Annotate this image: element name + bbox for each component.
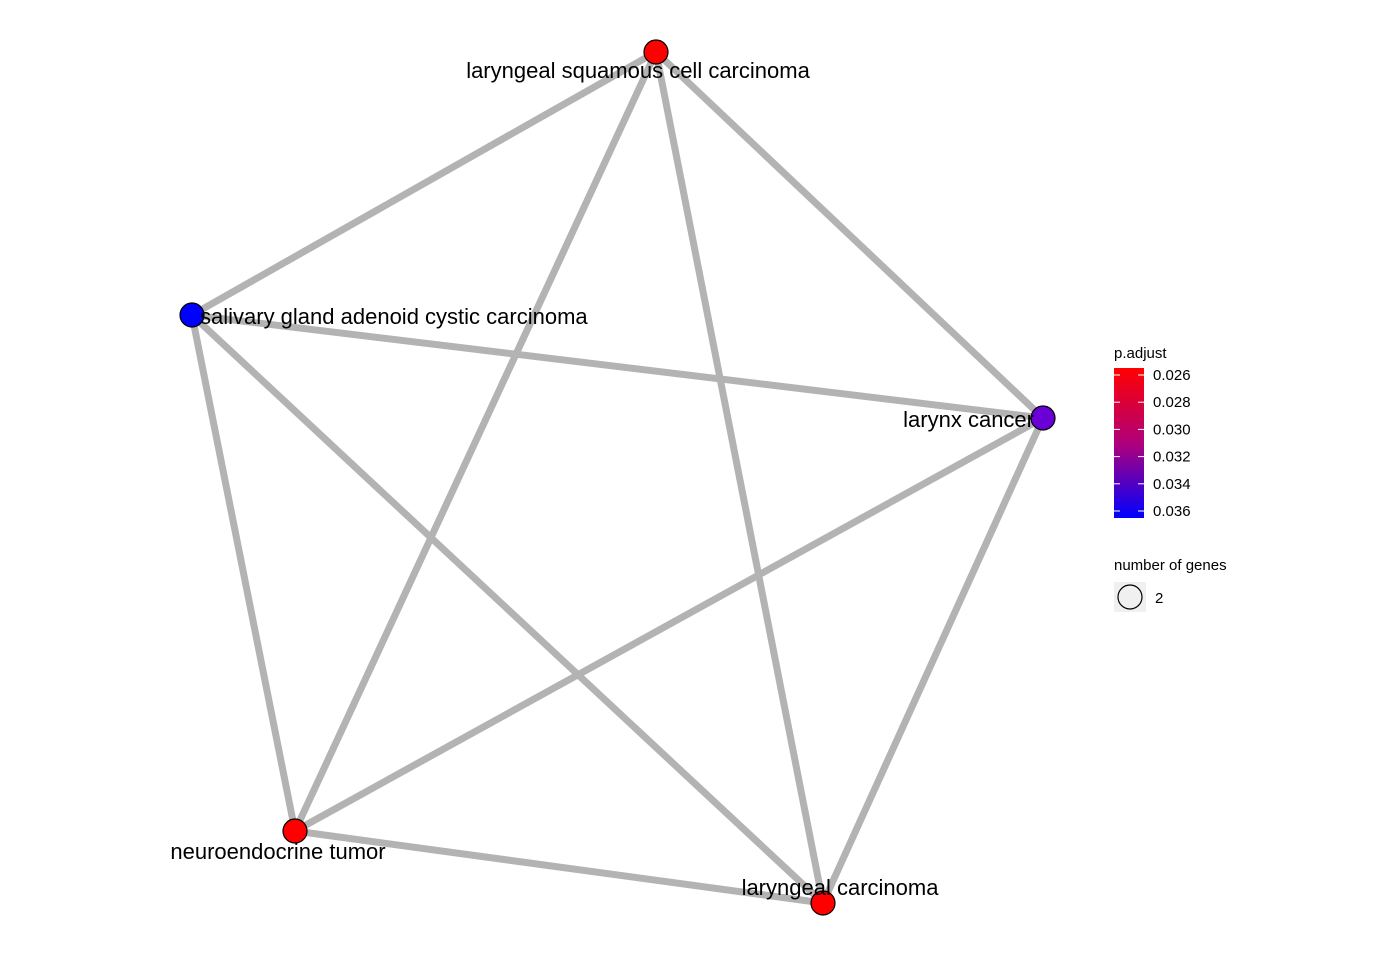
- size-legend-value: 2: [1155, 590, 1163, 607]
- edge-net-lca: [294, 827, 824, 907]
- edge-lscc-lc: [653, 49, 1046, 421]
- color-legend-ticks: 0.026 0.028 0.030 0.032 0.034 0.036: [1114, 367, 1191, 520]
- label-layer: laryngeal squamous cell carcinoma salivar…: [170, 58, 1034, 900]
- node-lca[interactable]: [810, 890, 836, 916]
- node-lscc[interactable]: [643, 39, 669, 65]
- color-legend-gradient-bar: [1114, 368, 1144, 518]
- edge-sgacc-lca: [189, 312, 826, 906]
- legend: p.adjust 0.0260.0280.0300.0320.0340.036 …: [1114, 345, 1227, 612]
- node-label-net: neuroendocrine tumor: [170, 839, 385, 864]
- color-legend-title: p.adjust: [1114, 345, 1167, 362]
- edge-lc-lca: [819, 416, 1047, 905]
- node-label-lscc: laryngeal squamous cell carcinoma: [466, 58, 810, 83]
- edge-layer: [188, 48, 1047, 907]
- edge-lc-net: [293, 414, 1045, 835]
- color-legend-tick-label: 0.028: [1153, 394, 1191, 411]
- node-lc[interactable]: [1030, 405, 1056, 431]
- edge-sgacc-net: [188, 314, 299, 832]
- size-legend-circle-icon: [1117, 584, 1143, 610]
- edge-sgacc-lc: [191, 311, 1044, 422]
- edge-lscc-net: [291, 50, 660, 833]
- node-layer: [179, 39, 1056, 916]
- color-legend-tick-label: 0.032: [1153, 449, 1191, 466]
- color-legend-tick-label: 0.034: [1153, 476, 1191, 493]
- node-net[interactable]: [282, 818, 308, 844]
- size-legend-title: number of genes: [1114, 557, 1227, 574]
- color-legend-tick-label: 0.036: [1153, 503, 1191, 520]
- node-sgacc[interactable]: [179, 302, 205, 328]
- node-label-lc: larynx cancer: [903, 407, 1034, 432]
- node-label-lca: laryngeal carcinoma: [742, 875, 940, 900]
- color-legend-tick-label: 0.026: [1153, 367, 1191, 384]
- color-legend-tick-label: 0.030: [1153, 421, 1191, 438]
- edge-lscc-lca: [652, 51, 827, 904]
- edge-lscc-sgacc: [190, 48, 658, 319]
- node-label-sgacc: salivary gland adenoid cystic carcinoma: [200, 304, 588, 329]
